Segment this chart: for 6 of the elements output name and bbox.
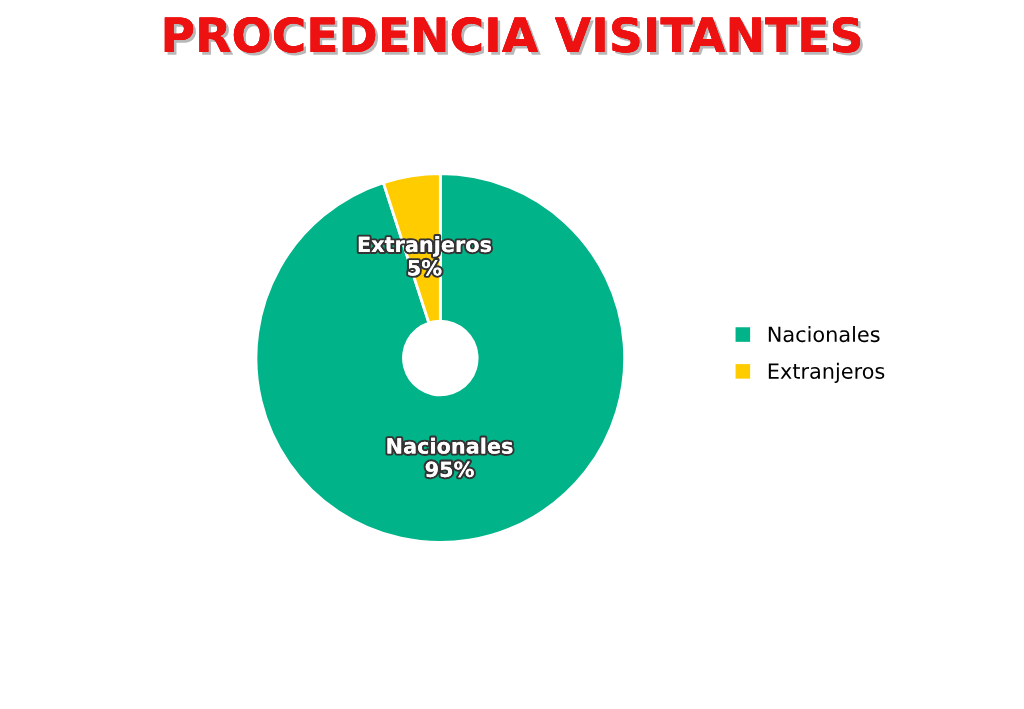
legend-label: Nacionales: [768, 326, 880, 343]
data-label: 95%: [425, 461, 474, 478]
legend-label: Extranjeros: [768, 362, 885, 383]
donut-slice: [254, 172, 627, 544]
slice-label: Nacionales: [387, 437, 513, 454]
chart-title: PROCEDENCIA VISITANTES: [164, 16, 863, 56]
